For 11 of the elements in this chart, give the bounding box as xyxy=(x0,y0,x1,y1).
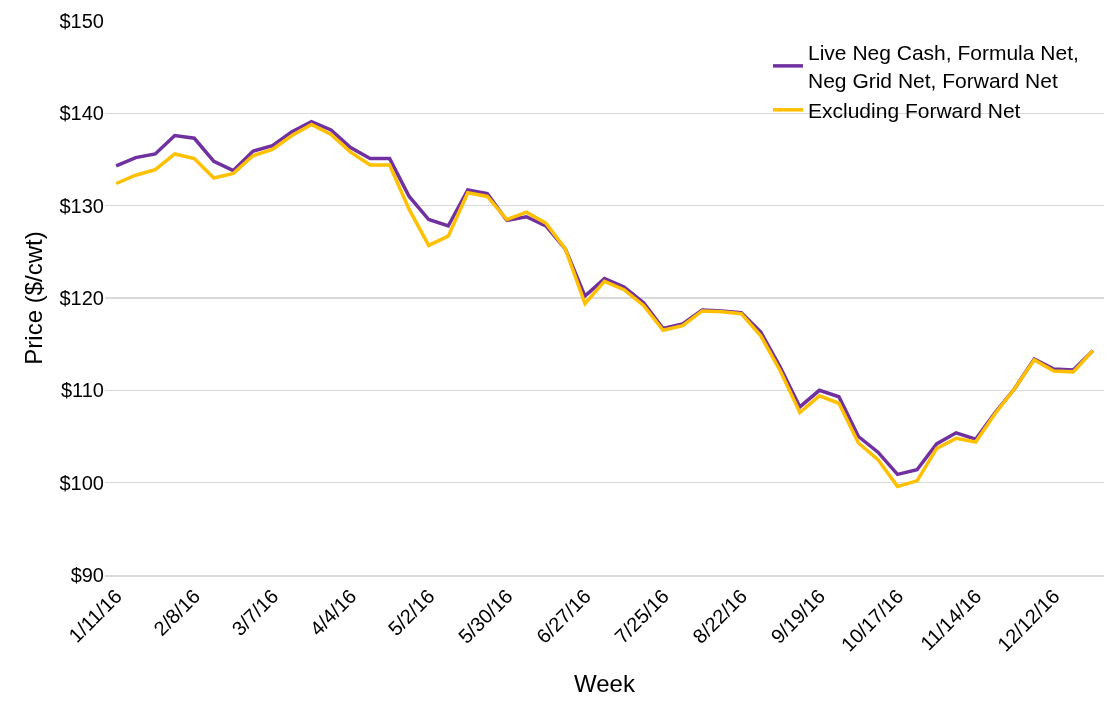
y-tick-label: $90 xyxy=(70,564,104,586)
legend-label: Excluding Forward Net xyxy=(808,99,1021,123)
y-tick-label: $100 xyxy=(59,471,104,494)
y-tick-label: $110 xyxy=(60,379,104,402)
legend-label: Live Neg Cash, Formula Net, Neg Grid Net, Forward Net xyxy=(808,41,1079,92)
x-axis-title: Week xyxy=(574,669,636,697)
y-axis-title: Price ($/cwt) xyxy=(19,231,47,365)
y-tick-label: $150 xyxy=(59,10,104,32)
y-tick-label: $130 xyxy=(59,194,104,217)
y-tick-label: $120 xyxy=(59,287,104,309)
y-tick-label: $140 xyxy=(59,102,104,125)
